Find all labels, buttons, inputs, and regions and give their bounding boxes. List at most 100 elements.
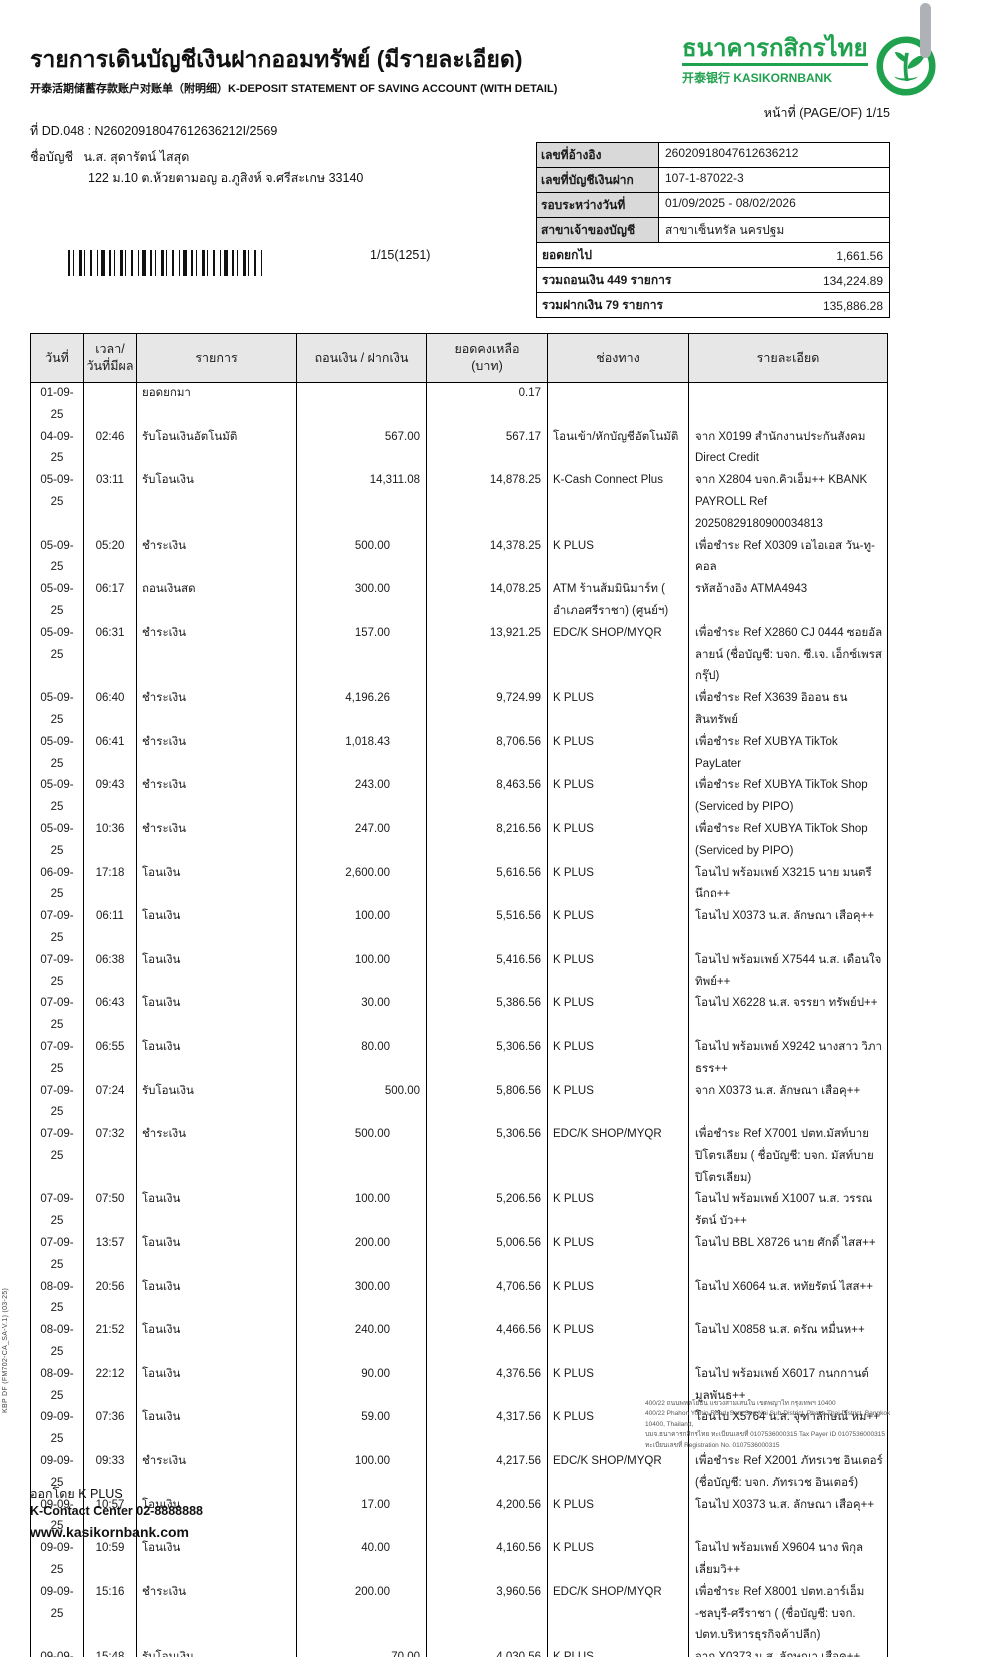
account-address: 122 ม.10 ต.ห้วยตามอญ อ.ภูสิงห์ จ.ศรีสะเก… bbox=[88, 171, 364, 185]
transaction-cell: รับโอนเงิน bbox=[137, 470, 297, 536]
transaction-cell: 06:55 bbox=[84, 1036, 137, 1081]
transaction-cell: 07-09-25 bbox=[31, 1233, 84, 1277]
transaction-cell: โอนเงิน bbox=[137, 1494, 297, 1539]
transaction-row: 07-09-25 13:57 โอนเงิน 200.00 5,006.56 K PLUS… bbox=[31, 1233, 887, 1277]
transaction-cell: 243.00 bbox=[297, 775, 427, 819]
info-row: สาขาเจ้าของบัญชี สาขาเซ็นทรัล นครปฐม bbox=[537, 218, 889, 243]
transaction-cell: K PLUS bbox=[548, 1363, 689, 1408]
transaction-cell: จาก X2804 บจก.คิวเอ็ม++ KBANK PAYROLL Re… bbox=[695, 474, 868, 530]
transaction-cell: 567.17 bbox=[427, 426, 548, 471]
transaction-cell: 4,160.56 bbox=[427, 1538, 548, 1582]
transaction-cell: 01-09-25 bbox=[31, 383, 84, 427]
transaction-cell: 05-09-25 bbox=[31, 535, 84, 580]
transaction-row: 01-09-25 ยอดยกมา 0.17 bbox=[31, 383, 887, 427]
transaction-row: 07-09-25 06:55 โอนเงิน 80.00 5,306.56 K PLUS โ… bbox=[31, 1036, 887, 1081]
transaction-cell: รับโอนเงิน bbox=[137, 1080, 297, 1125]
transaction-cell: 14,078.25 bbox=[427, 579, 548, 623]
transaction-cell: K PLUS bbox=[548, 535, 689, 580]
transaction-row: 09-09-25 09:33 ชำระเงิน 100.00 4,217.56 EDC/K… bbox=[31, 1451, 887, 1495]
transaction-cell: 10:36 bbox=[84, 818, 137, 863]
transaction-cell: K PLUS bbox=[548, 1233, 689, 1277]
transaction-cell: 5,516.56 bbox=[427, 906, 548, 950]
transaction-cell: โอนเงิน bbox=[137, 1189, 297, 1234]
transaction-row: 08-09-25 22:12 โอนเงิน 90.00 4,376.56 K PLUS โ… bbox=[31, 1363, 887, 1408]
transaction-cell: K PLUS bbox=[548, 731, 689, 776]
logo-divider bbox=[682, 63, 868, 67]
transaction-cell: ชำระเงิน bbox=[137, 1581, 297, 1648]
transaction-row: 05-09-25 05:20 ชำระเงิน 500.00 14,378.25 K PL… bbox=[31, 535, 887, 580]
transaction-cell: โอนไป พร้อมเพย์ X9604 นาง พิกุล เลี่ยมวิ… bbox=[695, 1542, 864, 1577]
transaction-cell: 5,306.56 bbox=[427, 1036, 548, 1081]
transaction-cell: K-Cash Connect Plus bbox=[548, 470, 689, 536]
transaction-cell: 15:16 bbox=[84, 1581, 137, 1648]
page-subtitle: 开泰活期储蓄存款账户对账单（附明细）K-DEPOSIT STATEMENT OF… bbox=[30, 83, 558, 95]
transaction-cell: ชำระเงิน bbox=[137, 688, 297, 732]
transaction-cell: เพื่อชำระ Ref XUBYA TikTok Shop (Service… bbox=[695, 822, 868, 857]
transaction-cell: 09:43 bbox=[84, 775, 137, 819]
transaction-cell: ถอนเงินสด bbox=[137, 579, 297, 623]
transaction-cell: K PLUS bbox=[548, 775, 689, 819]
transaction-cell: ชำระเงิน bbox=[137, 622, 297, 689]
transaction-cell: 07:36 bbox=[84, 1407, 137, 1452]
transaction-cell: 90.00 bbox=[297, 1363, 427, 1408]
transaction-cell: 22:12 bbox=[84, 1363, 137, 1408]
transaction-cell: 17.00 bbox=[297, 1494, 427, 1539]
transaction-cell: K PLUS bbox=[548, 688, 689, 732]
transaction-cell: 300.00 bbox=[297, 1276, 427, 1321]
footer-fine-print: 400/22 ถนนพหลโยธิน แขวงสามเสนใน เขตพญาไท… bbox=[645, 1399, 907, 1451]
transaction-cell: EDC/K SHOP/MYQR bbox=[548, 622, 689, 689]
transaction-cell: โอนไป X6228 น.ส. จรรยา ทรัพย์ป++ bbox=[695, 997, 878, 1010]
transaction-cell: โอนเงิน bbox=[137, 1233, 297, 1277]
transaction-cell: 09-09-25 bbox=[31, 1647, 84, 1657]
transaction-row: 08-09-25 20:56 โอนเงิน 300.00 4,706.56 K PLUS… bbox=[31, 1276, 887, 1321]
transaction-cell: เพื่อชำระ Ref XUBYA TikTok PayLater bbox=[695, 735, 838, 770]
transaction-row: 09-09-25 10:57 โอนเงิน 17.00 4,200.56 K PLUS โ… bbox=[31, 1494, 887, 1539]
transaction-cell: ชำระเงิน bbox=[137, 535, 297, 580]
transaction-cell: เพื่อชำระ Ref X7001 ปตท.มัสท์บาย ปิโตรเล… bbox=[695, 1128, 874, 1184]
summary-row: รวมฝากเงิน 79 รายการ 135,886.28 bbox=[537, 293, 889, 317]
column-header: รายละเอียด bbox=[756, 350, 820, 365]
transaction-cell: โอนเงิน bbox=[137, 949, 297, 994]
transaction-row: 07-09-25 06:11 โอนเงิน 100.00 5,516.56 K PLUS… bbox=[31, 906, 887, 950]
transaction-cell: 3,960.56 bbox=[427, 1581, 548, 1648]
scrollbar-thumb[interactable] bbox=[920, 3, 931, 58]
transaction-cell: 07-09-25 bbox=[31, 1189, 84, 1234]
column-header: ยอดคงเหลือ (บาท) bbox=[427, 334, 548, 382]
transaction-cell: 07:32 bbox=[84, 1124, 137, 1190]
fine-print-line: 400/22 Phahon Yothin Road, Sam Sen Nai S… bbox=[645, 1410, 891, 1428]
transaction-cell: 07:50 bbox=[84, 1189, 137, 1234]
account-name-label: ชื่อบัญชี bbox=[30, 150, 74, 164]
info-value: 26020918047612636212 bbox=[665, 146, 799, 160]
transactions-table: วันที่ เวลา/ วันที่มีผล รายการ ถอนเงิน / ฝา… bbox=[30, 333, 888, 1657]
transaction-cell: 08-09-25 bbox=[31, 1320, 84, 1364]
info-value: สาขาเซ็นทรัล นครปฐม bbox=[665, 223, 785, 237]
info-label: รอบระหว่างวันที่ bbox=[537, 193, 659, 217]
transaction-cell: 5,416.56 bbox=[427, 949, 548, 994]
transaction-cell: 15:48 bbox=[84, 1647, 137, 1657]
barcode bbox=[68, 250, 264, 276]
transaction-cell bbox=[297, 383, 427, 427]
transaction-cell: 5,006.56 bbox=[427, 1233, 548, 1277]
page-title: รายการเดินบัญชีเงินฝากออมทรัพย์ (มีรายละ… bbox=[30, 46, 523, 72]
summary-label: รวมถอนเงิน 449 รายการ bbox=[542, 273, 672, 287]
transaction-cell: K PLUS bbox=[548, 1189, 689, 1234]
transaction-cell: K PLUS bbox=[548, 1647, 689, 1657]
transaction-cell: K PLUS bbox=[548, 993, 689, 1037]
transaction-cell: ชำระเงิน bbox=[137, 1124, 297, 1190]
transaction-cell: 0.17 bbox=[427, 383, 548, 427]
transaction-cell: โอนเงิน bbox=[137, 993, 297, 1037]
bank-logo: ธนาคารกสิกรไทย 开泰银行 KASIKORNBANK bbox=[682, 36, 936, 96]
transaction-cell: ชำระเงิน bbox=[137, 1451, 297, 1495]
info-value: 107-1-87022-3 bbox=[665, 171, 744, 185]
transaction-cell: 05-09-25 bbox=[31, 731, 84, 776]
info-label: เลขที่บัญชีเงินฝาก bbox=[537, 168, 659, 192]
transaction-cell: โอนเงิน bbox=[137, 1407, 297, 1452]
transaction-cell: เพื่อชำระ Ref X2001 ภัทรเวช อินเตอร์ (ชื… bbox=[695, 1455, 883, 1489]
transaction-cell: 5,386.56 bbox=[427, 993, 548, 1037]
transaction-cell: 07:24 bbox=[84, 1080, 137, 1125]
info-row: เลขที่บัญชีเงินฝาก 107-1-87022-3 bbox=[537, 168, 889, 193]
summary-label: รวมฝากเงิน 79 รายการ bbox=[542, 298, 663, 312]
transaction-cell: 300.00 bbox=[297, 579, 427, 623]
transaction-row: 07-09-25 06:43 โอนเงิน 30.00 5,386.56 K PLUS โ… bbox=[31, 993, 887, 1037]
contact-center: K-Contact Center 02-8888888 bbox=[30, 1503, 203, 1518]
